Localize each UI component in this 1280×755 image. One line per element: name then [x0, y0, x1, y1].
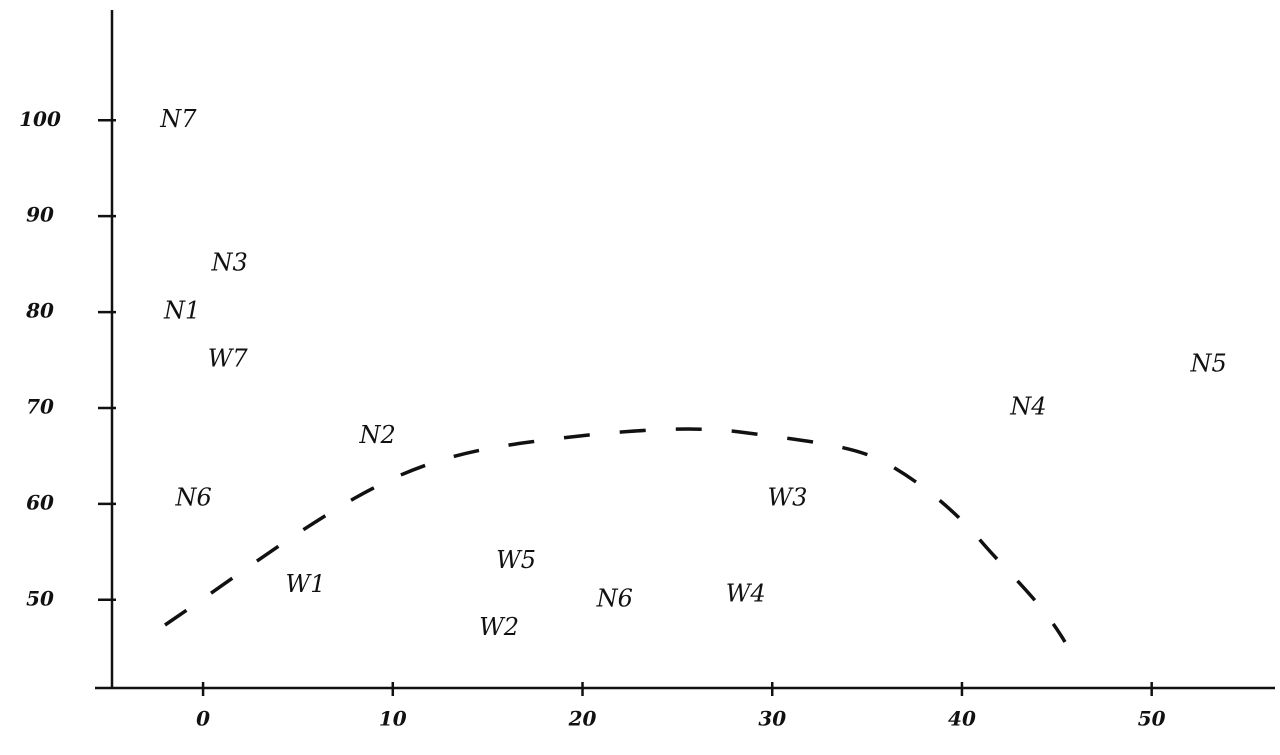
chart: 0 10 20 30 40 50 50 60 70 80 90 100 N7 N3 N1 W7 N2 N6 W1 W5… [0, 0, 1280, 755]
point-label: N1 [163, 297, 200, 325]
x-tick-label: 10 [379, 707, 407, 731]
x-tick-label: 0 [196, 707, 210, 731]
point-label: N4 [1009, 392, 1046, 420]
y-tick-label: 70 [26, 394, 54, 418]
y-tick-label: 60 [26, 490, 54, 514]
point-label: N6 [174, 484, 211, 512]
y-tick-label: 50 [26, 586, 54, 610]
point-label: W3 [767, 484, 807, 512]
y-tick-label: 100 [19, 107, 61, 131]
point-label: N2 [358, 421, 395, 449]
x-tick-label: 20 [568, 707, 597, 731]
point-label: N7 [159, 105, 197, 133]
x-tick-label: 30 [758, 707, 786, 731]
x-tick-label: 40 [948, 707, 976, 731]
point-label: W2 [479, 613, 519, 641]
x-tick-label: 50 [1138, 707, 1166, 731]
point-label: W7 [208, 345, 249, 373]
point-label: W1 [286, 570, 326, 598]
point-label: N3 [210, 249, 247, 277]
point-label: N5 [1189, 349, 1226, 377]
point-label: W4 [726, 579, 766, 607]
y-tick-label: 90 [26, 203, 54, 227]
page: 0 10 20 30 40 50 50 60 70 80 90 100 N7 N3 N1 W7 N2 N6 W1 W5… [0, 0, 1280, 755]
point-label: N6 [596, 584, 633, 612]
point-label: W5 [496, 546, 536, 574]
y-tick-label: 80 [25, 299, 54, 323]
